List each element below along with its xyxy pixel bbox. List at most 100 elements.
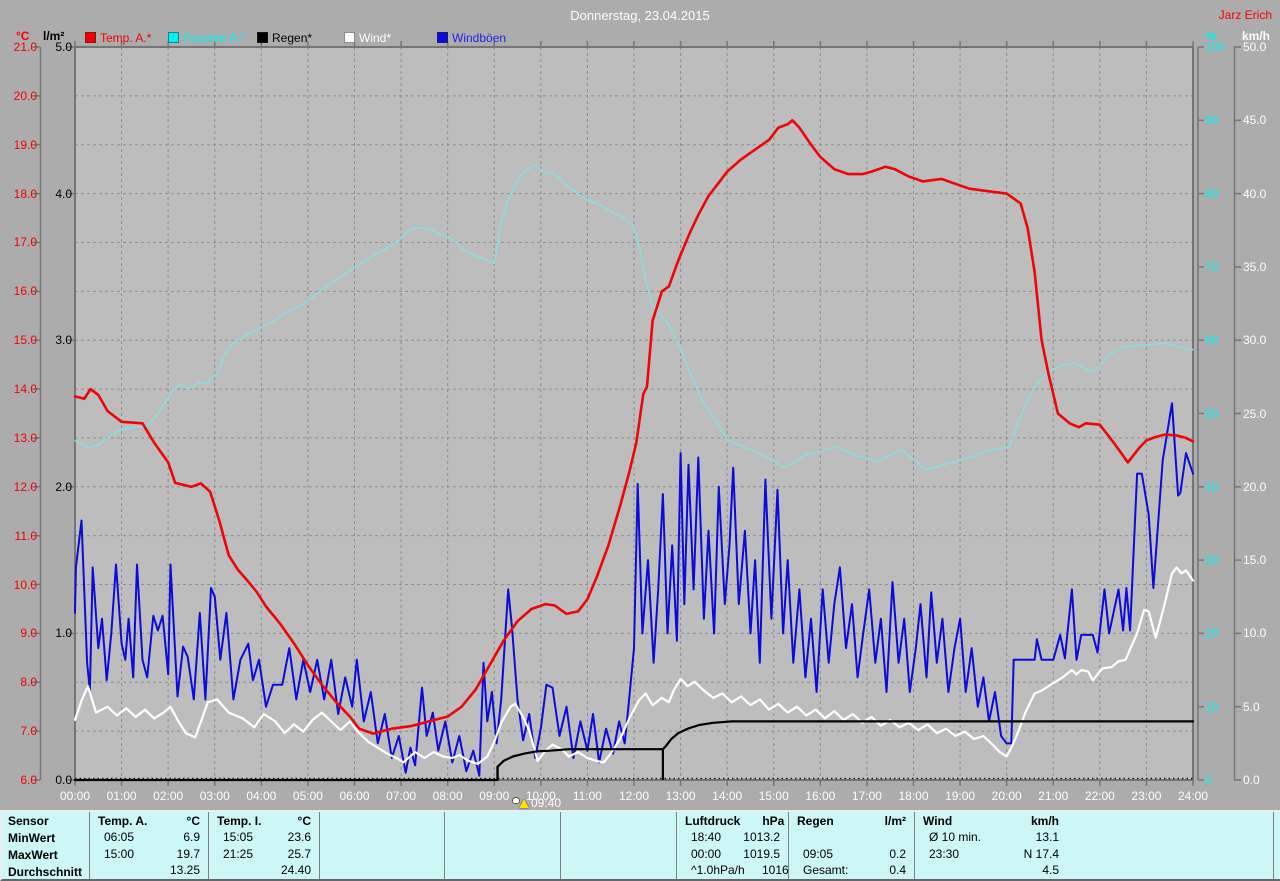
table-group-header: Luftdruck hPa [677,812,788,829]
temp-tick-label: 16.0 [13,284,37,299]
legend-label: Regen* [272,30,313,45]
table-cell-value: 1019.5 [743,846,780,861]
table-group-temp-a: Temp. A. °C 06:05 6.9 15:00 19.7 13.25 [90,812,209,879]
table-group-header: Regen l/m² [789,812,914,829]
temp-tick-label: 15.0 [13,333,37,348]
page-title: Donnerstag, 23.04.2015 [570,8,710,23]
legend-swatch [257,32,268,43]
wind-tick-label: 25.0 [1243,406,1267,421]
table-row: 18:40 1013.2 [677,829,788,846]
table-cell-time: ^1.0hPa/h [691,863,745,878]
x-tick-label: 24:00 [1177,789,1209,803]
temp-tick-label: 18.0 [13,186,37,201]
table-cell-time: 21:25 [223,846,254,861]
table-group-name: Wind [923,814,953,828]
table-cell-value [382,862,444,879]
table-cell-time: 15:05 [223,830,254,845]
x-tick-label: 08:00 [432,789,463,803]
rain-tick-label: 5.0 [55,40,72,54]
table-cell-time [320,862,382,879]
table-group-empty-2 [445,812,561,879]
table-group-name [561,812,624,829]
table-cell-value [614,846,676,863]
humidity-axis-unit: % [1206,29,1217,43]
wind-tick-label: 20.0 [1243,479,1267,494]
rain-tick-label: 1.0 [55,626,72,641]
table-row: 24.40 [209,862,319,879]
humidity-tick-label: 40 [1205,479,1219,494]
table-row: Ø 10 min. 13.1 [915,829,1067,846]
table-group-name [320,812,392,829]
x-tick-label: 23:00 [1131,789,1162,803]
humidity-tick-label: 10 [1205,699,1219,714]
table-group-name [445,812,508,829]
table-group-header [561,812,676,829]
table-row [561,862,676,879]
table-group-empty-1 [320,812,445,879]
table-group-inner: Wind km/h Ø 10 min. 13.1 23:30 N 17.4 4.5 [915,812,1067,879]
legend-label: Wind* [359,30,392,45]
table-row [561,846,676,863]
wind-tick-label: 15.0 [1243,553,1267,568]
table-group-inner: Temp. A. °C 06:05 6.9 15:00 19.7 13.25 [90,812,208,879]
humidity-tick-label: 30 [1205,553,1219,568]
humidity-tick-label: 20 [1205,626,1219,641]
table-group-temp-i: Temp. I. °C 15:05 23.6 21:25 25.7 24.40 [209,812,320,879]
table-row: 00:00 1019.5 [677,846,788,863]
table-group-luftdruck: Luftdruck hPa 18:40 1013.2 00:00 1019.5 ^1.0hP… [677,812,789,879]
rain-axis-unit: l/m² [43,29,65,43]
table-group-name: Luftdruck [685,814,741,828]
row-label-maxwert: MaxWert [8,848,58,862]
table-cell-time: 06:05 [104,830,135,845]
temp-axis-unit: °C [16,29,30,43]
table-cell-time [90,862,146,879]
temp-tick-label: 21.0 [13,40,37,54]
table-cell-value [614,829,676,846]
x-tick-label: 05:00 [292,789,323,803]
table-group-header: Temp. I. °C [209,812,319,829]
table-group-header: Temp. A. °C [90,812,208,829]
table-cell-value [614,862,676,879]
table-row [320,862,444,879]
table-cell-value: N 17.4 [1023,846,1059,861]
table-cell-value [498,862,560,879]
table-group-unit: km/h [1030,814,1059,828]
table-cell-value: 13.25 [169,863,200,878]
table-cell-time [445,829,498,846]
table-cell-value: 6.9 [183,830,200,845]
x-tick-label: 09:00 [479,789,510,803]
series-windb-en [74,402,1194,777]
x-tick-label: 07:00 [386,789,417,803]
x-tick-label: 06:00 [339,789,370,803]
legend-swatch [344,32,355,43]
table-group-name: Regen [797,814,834,828]
table-group-header [445,812,560,829]
table-row: 15:00 19.7 [90,846,208,863]
x-tick-label: 10:00 [525,789,556,803]
table-row [320,829,444,846]
table-row [561,829,676,846]
table-row: ^1.0hPa/h 1016.3 [677,862,788,879]
table-row: 21:25 25.7 [209,846,319,863]
temp-tick-label: 7.0 [20,724,37,739]
x-tick-label: 11:00 [572,789,602,803]
wind-tick-label: 35.0 [1243,259,1267,274]
series-regen [73,720,1195,782]
table-row-labels: Sensor MinWert MaxWert Durchschnitt [2,812,90,879]
legend-swatch [437,32,448,43]
table-cell-value [852,829,914,846]
table-group-wind: Wind km/h Ø 10 min. 13.1 23:30 N 17.4 4.5 [915,812,1274,879]
table-group-inner [445,812,560,879]
table-row: 15:05 23.6 [209,829,319,846]
table-cell-time: 00:00 [691,846,722,861]
wind-tick-label: 0.0 [1243,773,1260,787]
wind-tick-label: 10.0 [1243,626,1267,641]
x-tick-label: 01:00 [106,789,137,803]
legend-item-wind: Wind* [344,30,392,45]
x-tick-label: 02:00 [153,789,184,803]
table-row [445,862,560,879]
table-cell-time [320,846,382,863]
table-cell-value: 0.2 [889,846,906,861]
table-cell-time [445,862,498,879]
wind-tick-label: 40.0 [1243,186,1267,201]
